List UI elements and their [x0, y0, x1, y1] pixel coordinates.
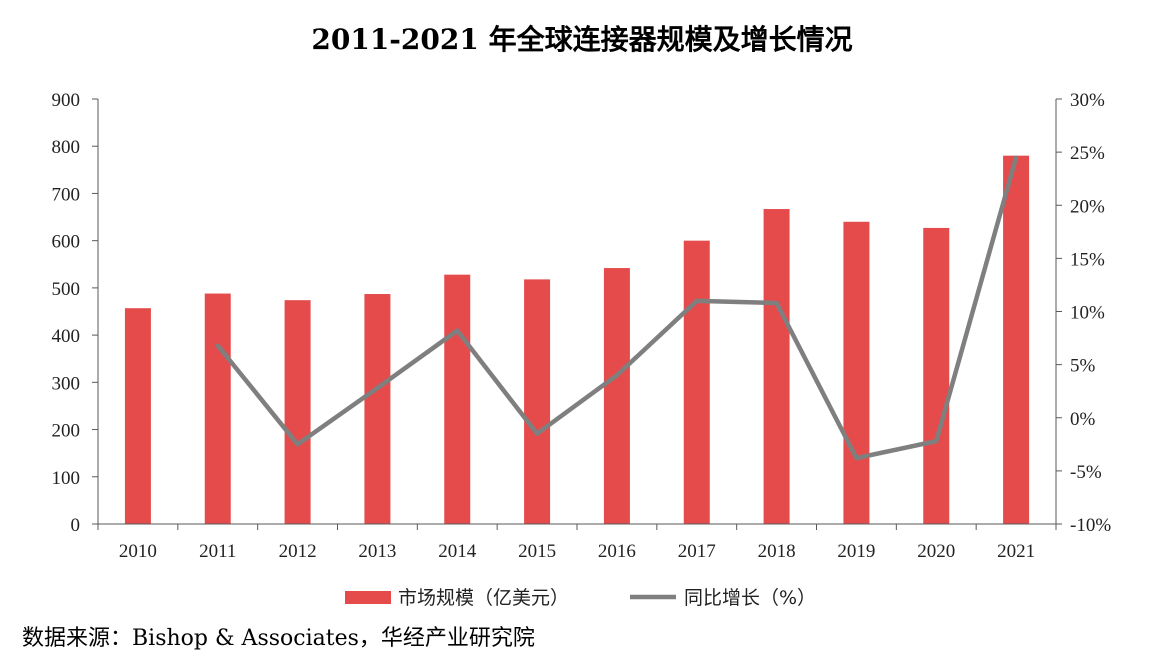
- left-tick-label: 900: [52, 90, 81, 111]
- left-tick-label: 600: [52, 232, 81, 253]
- legend-bar-swatch: [345, 591, 391, 604]
- x-tick-label: 2011: [199, 541, 236, 562]
- x-tick-label: 2018: [758, 541, 796, 562]
- growth-point: [535, 431, 540, 436]
- growth-point: [854, 456, 859, 461]
- left-tick-label: 800: [52, 137, 81, 158]
- x-tick-label: 2017: [678, 541, 716, 562]
- left-tick-label: 0: [71, 515, 81, 536]
- bar: [603, 268, 630, 524]
- right-axis-ticks: -10% -5% 0% 5% 10% 15% 20% 25% 30%: [1056, 90, 1111, 536]
- right-tick-label: 0%: [1070, 409, 1096, 430]
- bar: [364, 294, 391, 524]
- growth-point: [295, 442, 300, 447]
- bar: [763, 209, 790, 524]
- left-tick-label: 700: [52, 184, 81, 205]
- bar: [124, 308, 151, 524]
- source-note: 数据来源：Bishop & Associates，华经产业研究院: [22, 626, 535, 651]
- right-tick-label: 25%: [1070, 143, 1105, 164]
- bar: [204, 293, 231, 524]
- x-axis-labels: 2010 2011 2012 2013 2014 2015 2016 2017 2018 2019…: [97, 524, 1057, 562]
- line-series: [215, 155, 1019, 461]
- x-tick-label: 2012: [279, 541, 317, 562]
- left-tick-label: 400: [52, 326, 81, 347]
- bar: [444, 274, 471, 524]
- growth-point: [934, 439, 939, 444]
- legend-line-label: 同比增长（%）: [684, 587, 816, 609]
- x-tick-label: 2019: [837, 541, 875, 562]
- x-tick-label: 2016: [598, 541, 636, 562]
- legend: 市场规模（亿美元） 同比增长（%）: [345, 587, 816, 609]
- left-tick-label: 100: [52, 468, 81, 489]
- legend-bar-label: 市场规模（亿美元）: [398, 587, 569, 609]
- chart-title: 2011-2021 年全球连接器规模及增长情况: [311, 23, 853, 56]
- growth-point: [455, 328, 460, 333]
- x-tick-label: 2020: [917, 541, 955, 562]
- growth-point: [614, 373, 619, 378]
- left-axis-ticks: 0 100 200 300 400 500 600 700 800 900: [52, 90, 98, 536]
- right-tick-label: 30%: [1070, 90, 1105, 111]
- bar: [843, 221, 870, 524]
- growth-point: [774, 301, 779, 305]
- right-tick-label: 5%: [1070, 356, 1096, 377]
- right-tick-label: -5%: [1070, 462, 1102, 483]
- x-tick-label: 2021: [997, 541, 1035, 562]
- left-tick-label: 300: [52, 373, 81, 394]
- right-tick-label: 15%: [1070, 249, 1105, 270]
- right-tick-label: 10%: [1070, 303, 1105, 324]
- growth-point: [215, 343, 220, 348]
- bar-series: [124, 155, 1030, 524]
- right-tick-label: -10%: [1070, 515, 1111, 536]
- bar: [284, 300, 311, 524]
- x-tick-label: 2010: [119, 541, 157, 562]
- bar: [683, 240, 710, 524]
- x-tick-label: 2013: [358, 541, 396, 562]
- bar: [923, 227, 950, 524]
- left-tick-label: 200: [52, 421, 81, 442]
- bar: [1003, 155, 1030, 524]
- growth-point: [1014, 155, 1019, 160]
- right-tick-label: 20%: [1070, 196, 1105, 217]
- bar: [524, 279, 551, 524]
- left-tick-label: 500: [52, 279, 81, 300]
- axes: [97, 99, 1057, 525]
- growth-point: [375, 386, 380, 390]
- growth-point: [694, 298, 699, 303]
- x-tick-label: 2015: [518, 541, 556, 562]
- x-tick-label: 2014: [438, 541, 477, 562]
